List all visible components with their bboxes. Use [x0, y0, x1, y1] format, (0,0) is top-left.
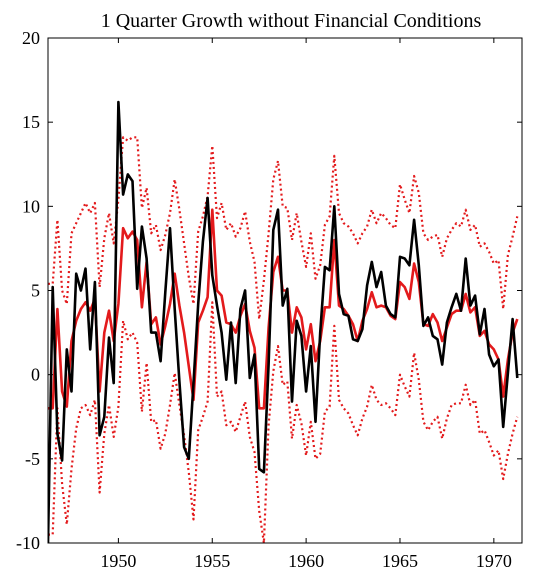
x-tick-label: 1970	[476, 551, 512, 571]
chart-title: 1 Quarter Growth without Financial Condi…	[101, 10, 482, 32]
y-tick-label: -10	[16, 533, 40, 553]
x-tick-label: 1950	[100, 551, 136, 571]
x-tick-label: 1960	[288, 551, 324, 571]
y-tick-label: 5	[31, 281, 40, 301]
y-tick-label: 10	[22, 196, 40, 216]
series-line-0	[48, 100, 519, 543]
series-layer	[48, 100, 519, 543]
y-tick-label: 15	[22, 112, 40, 132]
y-tick-label: 0	[31, 365, 40, 385]
y-tick-label: 20	[22, 28, 40, 48]
y-tick-label: -5	[25, 449, 40, 469]
series-line-2	[48, 136, 519, 321]
axes-layer: -10 -5 0 5 10 15 20 1950 1955 1960 1965 1970	[16, 28, 523, 571]
x-tick-label: 1955	[194, 551, 230, 571]
x-tick-label: 1965	[382, 551, 418, 571]
